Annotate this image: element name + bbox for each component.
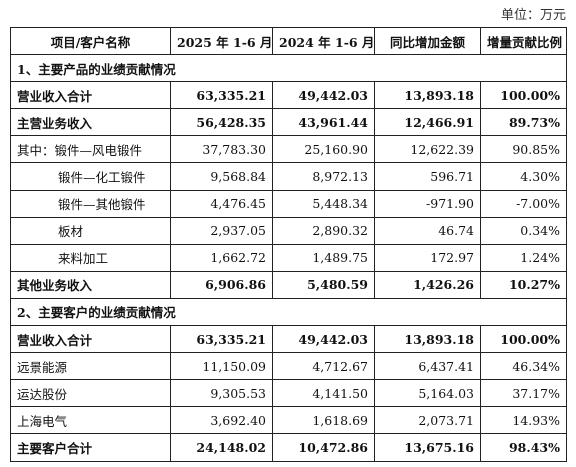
value-increase: 46.74 [374,216,481,245]
value-ratio: 10.27% [480,270,567,299]
row-name: 主营业务收入 [10,108,171,137]
header-2025: 2025 年 1-6 月 [170,26,273,56]
table-row: 来料加工 1,662.72 1,489.75 172.97 1.24% [10,243,567,272]
value-ratio: 100.00% [480,325,567,354]
value-2024: 49,442.03 [272,325,375,354]
value-increase: 12,466.91 [374,108,481,137]
value-increase: 12,622.39 [374,135,481,164]
row-name: 锻件—化工锻件 [10,162,171,191]
table-row: 锻件—其他锻件 4,476.45 5,448.34 -971.90 -7.00% [10,189,567,218]
value-2025: 6,906.86 [170,270,273,299]
revenue-contribution-table: 项目/客户名称 2025 年 1-6 月 2024 年 1-6 月 同比增加金额… [10,26,567,462]
value-2024: 4,141.50 [272,379,375,408]
value-2025: 2,937.05 [170,216,273,245]
row-name: 主要客户合计 [10,433,171,462]
row-name: 远景能源 [10,352,171,381]
header-increase: 同比增加金额 [374,26,481,56]
value-2024: 10,472.86 [272,433,375,462]
value-2024: 5,448.34 [272,189,375,218]
row-name: 运达股份 [10,379,171,408]
table-row: 锻件—化工锻件 9,568.84 8,972.13 596.71 4.30% [10,162,567,191]
value-2024: 2,890.32 [272,216,375,245]
table-row: 营业收入合计 63,335.21 49,442.03 13,893.18 100.00% [10,325,567,354]
value-increase: 6,437.41 [374,352,481,381]
value-2025: 9,568.84 [170,162,273,191]
table-row: 板材 2,937.05 2,890.32 46.74 0.34% [10,216,567,245]
table-row: 远景能源 11,150.09 4,712.67 6,437.41 46.34% [10,352,567,381]
value-increase: 596.71 [374,162,481,191]
value-ratio: 37.17% [480,379,567,408]
header-item-name: 项目/客户名称 [10,26,171,56]
value-2024: 5,480.59 [272,270,375,299]
row-name: 上海电气 [10,406,171,435]
row-name: 锻件—其他锻件 [10,189,171,218]
value-2024: 43,961.44 [272,108,375,137]
value-2024: 25,160.90 [272,135,375,164]
table-row: 其中：锻件—风电锻件 37,783.30 25,160.90 12,622.39 90.… [10,135,567,164]
value-increase: 13,893.18 [374,81,481,110]
table-row: 主营业务收入 56,428.35 43,961.44 12,466.91 89.73% [10,108,567,137]
unit-label: 单位：万元 [500,8,566,23]
value-2024: 4,712.67 [272,352,375,381]
section-title-products: 1、主要产品的业绩贡献情况 [10,54,567,83]
table-row: 运达股份 9,305.53 4,141.50 5,164.03 37.17% [10,379,567,408]
table-row: 主要客户合计 24,148.02 10,472.86 13,675.16 98.43% [10,433,567,462]
value-2025: 1,662.72 [170,243,273,272]
value-2024: 1,489.75 [272,243,375,272]
table-row: 其他业务收入 6,906.86 5,480.59 1,426.26 10.27% [10,270,567,299]
row-name: 其他业务收入 [10,270,171,299]
value-2025: 56,428.35 [170,108,273,137]
value-ratio: 14.93% [480,406,567,435]
section-row: 2、主要客户的业绩贡献情况 [10,297,567,327]
header-2024: 2024 年 1-6 月 [272,26,375,56]
value-2025: 11,150.09 [170,352,273,381]
header-row: 项目/客户名称 2025 年 1-6 月 2024 年 1-6 月 同比增加金额… [10,26,567,56]
value-2025: 63,335.21 [170,81,273,110]
row-name: 其中：锻件—风电锻件 [10,135,171,164]
table-row: 上海电气 3,692.40 1,618.69 2,073.71 14.93% [10,406,567,435]
value-increase: 2,073.71 [374,406,481,435]
value-2025: 37,783.30 [170,135,273,164]
value-increase: 1,426.26 [374,270,481,299]
value-2024: 1,618.69 [272,406,375,435]
value-ratio: 98.43% [480,433,567,462]
value-ratio: -7.00% [480,189,567,218]
value-ratio: 46.34% [480,352,567,381]
value-increase: 172.97 [374,243,481,272]
section-title-customers: 2、主要客户的业绩贡献情况 [10,297,567,327]
section-row: 1、主要产品的业绩贡献情况 [10,54,567,83]
value-ratio: 1.24% [480,243,567,272]
value-ratio: 89.73% [480,108,567,137]
value-increase: 13,675.16 [374,433,481,462]
value-2025: 24,148.02 [170,433,273,462]
table-body: 1、主要产品的业绩贡献情况 营业收入合计 63,335.21 49,442.03 13… [10,54,567,462]
value-increase: -971.90 [374,189,481,218]
value-2024: 49,442.03 [272,81,375,110]
value-2025: 9,305.53 [170,379,273,408]
value-ratio: 4.30% [480,162,567,191]
value-increase: 13,893.18 [374,325,481,354]
value-ratio: 90.85% [480,135,567,164]
value-2025: 3,692.40 [170,406,273,435]
value-2025: 63,335.21 [170,325,273,354]
table-row: 营业收入合计 63,335.21 49,442.03 13,893.18 100.00% [10,81,567,110]
value-increase: 5,164.03 [374,379,481,408]
row-name: 板材 [10,216,171,245]
row-name: 来料加工 [10,243,171,272]
header-contribution-ratio: 增量贡献比例 [480,26,567,56]
value-2024: 8,972.13 [272,162,375,191]
row-name: 营业收入合计 [10,81,171,110]
value-ratio: 0.34% [480,216,567,245]
value-2025: 4,476.45 [170,189,273,218]
value-ratio: 100.00% [480,81,567,110]
row-name: 营业收入合计 [10,325,171,354]
